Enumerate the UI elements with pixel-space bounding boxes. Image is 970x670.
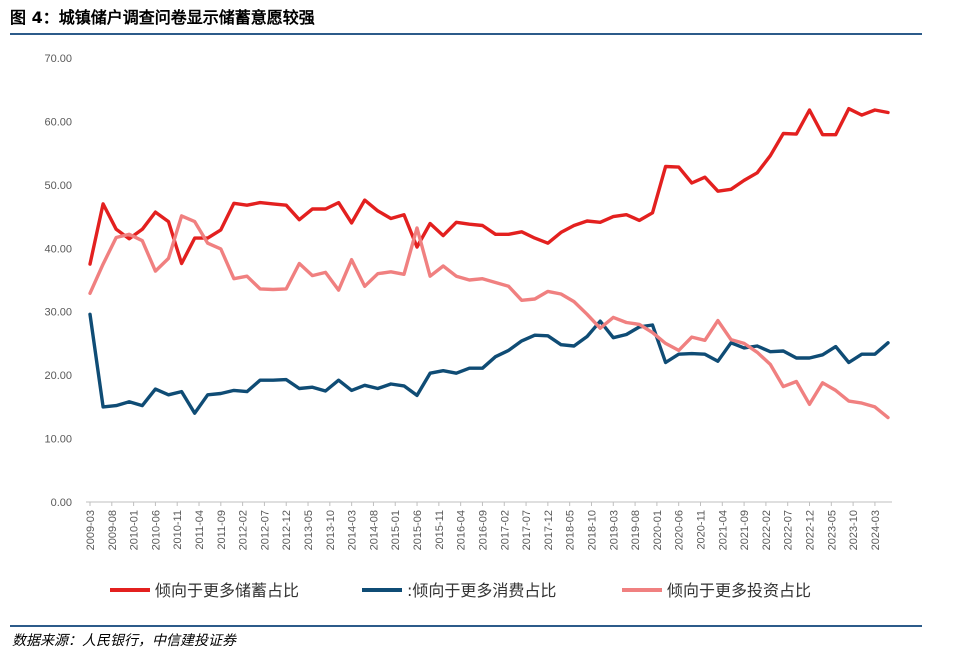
x-tick-label: 2020-06 [674,510,686,550]
x-tick-label: 2020-01 [652,510,664,550]
x-tick-label: 2016-04 [456,510,468,550]
x-tick-label: 2024-03 [870,510,882,550]
x-tick-label: 2010-11 [172,510,184,550]
legend-label-1: :倾向于更多消费占比 [407,581,556,600]
y-tick-label: 60.00 [44,116,72,128]
x-tick-label: 2017-02 [499,510,511,550]
x-tick-label: 2023-10 [848,510,860,550]
series-line-1 [88,312,890,415]
x-tick-label: 2016-09 [477,510,489,550]
footer-divider [10,625,922,627]
x-tick-label: 2018-05 [565,510,577,550]
series-line-0 [88,106,890,266]
x-tick-label: 2015-01 [390,510,402,550]
x-tick-label: 2022-07 [783,510,795,550]
legend: 倾向于更多储蓄占比 :倾向于更多消费占比 倾向于更多投资占比 [110,581,811,600]
x-tick-label: 2015-11 [434,510,446,550]
y-tick-label: 40.00 [44,243,72,255]
x-tick-label: 2022-02 [761,510,773,550]
x-tick-label: 2017-12 [543,510,555,550]
x-tick-label: 2011-09 [216,510,228,550]
y-tick-label: 50.00 [44,180,72,192]
x-tick-label: 2014-08 [368,510,380,550]
title-divider [10,33,922,35]
figure-title: 图 4：城镇储户调查问卷显示储蓄意愿较强 [10,8,315,27]
y-axis: 0.00 10.00 20.00 30.00 40.00 50.00 60.00 70.00 [44,53,72,509]
x-tick-label: 2020-11 [695,510,707,550]
legend-label-0: 倾向于更多储蓄占比 [155,581,299,600]
line-chart: 0.0010.0020.0030.0040.0050.0060.0070.00 … [44,53,892,600]
x-tick-label: 2013-05 [303,510,315,550]
x-tick-label: 2021-09 [739,510,751,550]
x-tick-label: 2021-04 [717,510,729,550]
series-layer [88,106,890,420]
x-tick-label: 2023-05 [826,510,838,550]
x-tick-label: 2013-10 [325,510,337,550]
x-axis: 2009-03 2009-08 2010-01 2010-06 2010-11 2011-… [85,501,892,550]
x-tick-label: 2018-10 [586,510,598,550]
y-tick-label: 10.00 [44,434,72,446]
series-line-2 [88,214,890,420]
x-tick-label: 2011-04 [194,510,206,550]
x-tick-label: 2019-08 [630,510,642,550]
x-tick-label: 2015-06 [412,510,424,550]
x-tick-label: 2010-06 [150,510,162,550]
legend-label-2: 倾向于更多投资占比 [667,581,811,600]
y-tick-label: 30.00 [44,307,72,319]
x-tick-label: 2017-07 [521,510,533,550]
x-tick-label: 2012-12 [281,510,293,550]
x-tick-label: 2022-12 [805,510,817,550]
y-tick-label: 70.00 [44,53,72,65]
x-tick-label: 2012-07 [259,510,271,550]
x-tick-label: 2009-08 [107,510,119,550]
x-tick-label: 2019-03 [608,510,620,550]
y-tick-label: 20.00 [44,370,72,382]
y-tick-label: 0.00 [51,497,72,509]
x-tick-label: 2014-03 [347,510,359,550]
x-tick-label: 2009-03 [85,510,97,550]
source-note: 数据来源：人民银行，中信建投证券 [12,633,236,649]
x-tick-label: 2012-02 [238,510,250,550]
x-tick-label: 2010-01 [129,510,141,550]
